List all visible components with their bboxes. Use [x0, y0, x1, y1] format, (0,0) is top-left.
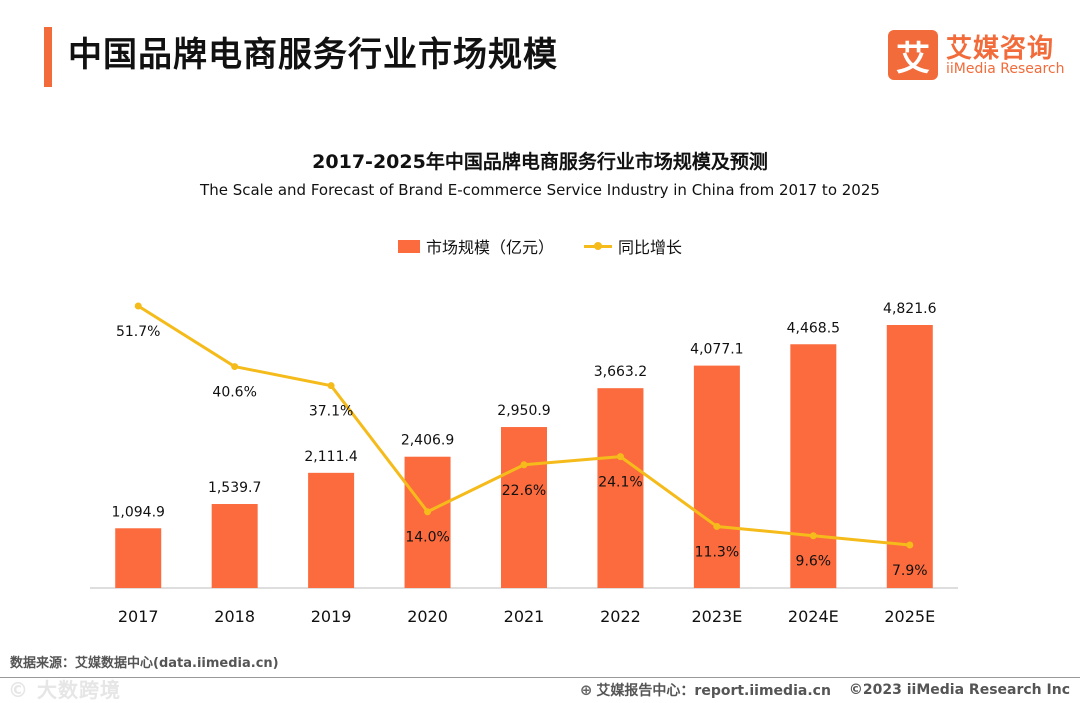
logo-glyph: 艾: [888, 30, 938, 80]
legend-bar-swatch: [397, 239, 420, 253]
growth-value-label: 7.9%: [892, 563, 928, 579]
bar: [404, 456, 451, 588]
growth-point: [424, 508, 432, 516]
growth-point: [713, 522, 721, 530]
iimedia-logo: 艾 艾媒咨询 iiMedia Research: [888, 30, 1068, 82]
copyright-text: ©2023 iiMedia Research Inc: [848, 682, 1070, 698]
bar-value-label: 3,663.2: [594, 364, 647, 380]
bar-value-label: 4,821.6: [883, 301, 937, 317]
bar: [693, 365, 740, 588]
bar-value-label: 4,468.5: [787, 320, 840, 336]
growth-point: [231, 363, 239, 371]
bar: [886, 325, 933, 588]
bar-value-label: 2,406.9: [401, 433, 454, 449]
bar: [501, 427, 547, 588]
growth-value-label: 40.6%: [212, 385, 256, 401]
legend-item-growth: 同比增长: [584, 234, 682, 258]
growth-point: [906, 541, 914, 549]
bar-value-label: 2,111.4: [304, 449, 358, 465]
growth-point: [134, 302, 142, 310]
x-tick-label: 2024E: [788, 607, 839, 626]
x-tick-label: 2023E: [691, 607, 742, 626]
data-source: 数据来源：艾媒数据中心(data.iimedia.cn): [10, 656, 279, 671]
legend-label-market-size: 市场规模（亿元）: [425, 238, 554, 257]
x-tick-label: 2017: [118, 607, 159, 626]
footer-divider: [0, 677, 1080, 678]
legend-label-growth: 同比增长: [618, 238, 683, 257]
bar: [790, 344, 837, 588]
report-center-text: 艾媒报告中心：report.iimedia.cn: [596, 683, 831, 699]
x-tick-label: 2018: [214, 607, 255, 626]
growth-point: [616, 453, 624, 461]
bar-value-label: 2,950.9: [497, 403, 550, 419]
growth-value-label: 9.6%: [796, 554, 832, 570]
logo-en-text: iiMedia Research: [946, 61, 1065, 77]
growth-value-label: 37.1%: [309, 404, 353, 420]
x-tick-label: 2019: [311, 607, 352, 626]
growth-point: [520, 461, 528, 469]
x-tick-label: 2020: [407, 607, 448, 626]
growth-value-label: 24.1%: [598, 475, 642, 491]
x-tick-label: 2025E: [884, 607, 935, 626]
title-accent-bar: [44, 27, 52, 87]
growth-point: [809, 532, 817, 540]
watermark: © 大数跨境: [8, 678, 121, 702]
bar: [597, 388, 644, 588]
growth-value-label: 11.3%: [695, 544, 739, 560]
bar: [308, 472, 355, 588]
bar: [211, 504, 258, 588]
footer-info: ⊕ 艾媒报告中心：report.iimedia.cn ©2023 iiMedia…: [580, 680, 1070, 700]
legend-line-swatch: [584, 239, 612, 253]
bar-value-label: 1,094.9: [112, 504, 165, 520]
chart-legend: 市场规模（亿元） 同比增长: [0, 234, 1080, 258]
growth-value-label: 22.6%: [502, 483, 546, 499]
growth-value-label: 51.7%: [116, 324, 160, 340]
growth-point: [327, 382, 335, 390]
growth-value-label: 14.0%: [405, 530, 449, 546]
bar-value-label: 4,077.1: [690, 342, 743, 358]
chart-subtitle: The Scale and Forecast of Brand E-commer…: [200, 181, 880, 199]
x-tick-label: 2022: [600, 607, 641, 626]
bar-value-label: 1,539.7: [208, 480, 261, 496]
chart-title: 2017-2025年中国品牌电商服务行业市场规模及预测: [312, 151, 768, 173]
x-tick-label: 2021: [504, 607, 545, 626]
bar: [115, 528, 162, 588]
logo-cn-text: 艾媒咨询: [946, 34, 1055, 64]
legend-item-market-size: 市场规模（亿元）: [397, 234, 554, 258]
page-title: 中国品牌电商服务行业市场规模: [68, 35, 558, 75]
globe-icon: ⊕: [579, 681, 593, 699]
